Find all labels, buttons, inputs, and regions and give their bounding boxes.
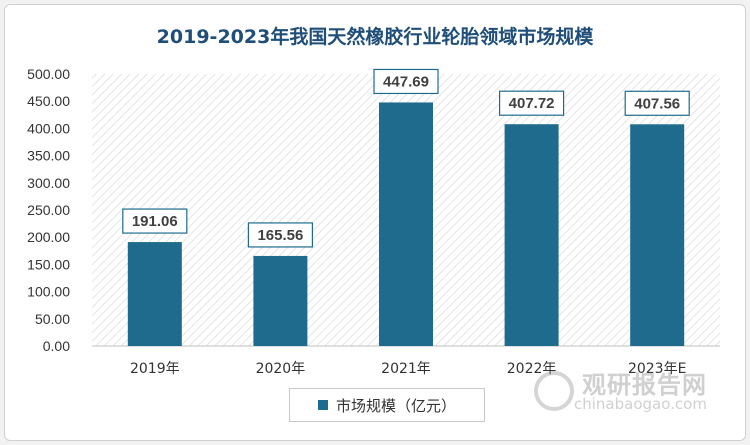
data-label-box — [247, 222, 313, 248]
y-tick-labels: 0.00 50.00 100.00 150.00 200.00 250.00 300.00 3… — [27, 66, 70, 354]
bar — [379, 102, 433, 347]
y-tick-label: 250.00 — [27, 202, 70, 218]
x-tick-label: 2020年 — [256, 361, 306, 377]
y-tick-label: 50.00 — [35, 311, 70, 327]
watermark-en: chinabaogao.com — [574, 395, 707, 413]
y-tick-label: 100.00 — [27, 284, 70, 300]
watermark-cn: 观研报告网 — [582, 371, 707, 399]
x-tick-labels: 2019年 2020年 2021年 2022年 2023年E — [130, 361, 686, 377]
data-label-box — [122, 208, 188, 234]
y-tick-label: 150.00 — [27, 256, 70, 272]
watermark: 观研报告网 chinabaogao.com — [530, 365, 730, 425]
legend: 市场规模（亿元） — [289, 388, 485, 422]
y-tick-label: 450.00 — [27, 93, 70, 109]
x-tick-label: 2023年E — [628, 361, 686, 377]
y-tick-label: 0.00 — [43, 338, 70, 354]
data-label: 191.06 — [132, 213, 178, 230]
data-label-box — [624, 90, 690, 116]
legend-swatch — [317, 400, 328, 410]
bar — [127, 242, 182, 346]
y-tick-label: 200.00 — [27, 229, 70, 245]
bar — [253, 255, 308, 346]
bar — [504, 124, 559, 346]
y-tick-label: 500.00 — [27, 66, 70, 82]
x-tick-label: 2019年 — [130, 361, 180, 377]
data-label-box — [373, 68, 439, 95]
y-tick-label: 350.00 — [27, 148, 70, 164]
data-label: 447.69 — [383, 73, 429, 90]
x-tick-label: 2021年 — [381, 361, 431, 377]
chart-title: 2019-2023年我国天然橡胶行业轮胎领域市场规模 — [156, 26, 594, 48]
data-label: 407.56 — [634, 95, 680, 112]
y-tick-label: 400.00 — [27, 120, 70, 136]
data-labels: 191.06 165.56 447.69 407.72 407.56 — [122, 68, 690, 248]
data-label-box — [499, 90, 565, 116]
y-tick-label: 300.00 — [27, 175, 70, 191]
data-label: 407.72 — [509, 95, 555, 112]
watermark-logo-icon — [534, 371, 574, 411]
data-label: 165.56 — [257, 227, 303, 244]
bars — [127, 102, 685, 347]
bar — [630, 124, 685, 347]
legend-label: 市场规模（亿元） — [335, 396, 456, 415]
